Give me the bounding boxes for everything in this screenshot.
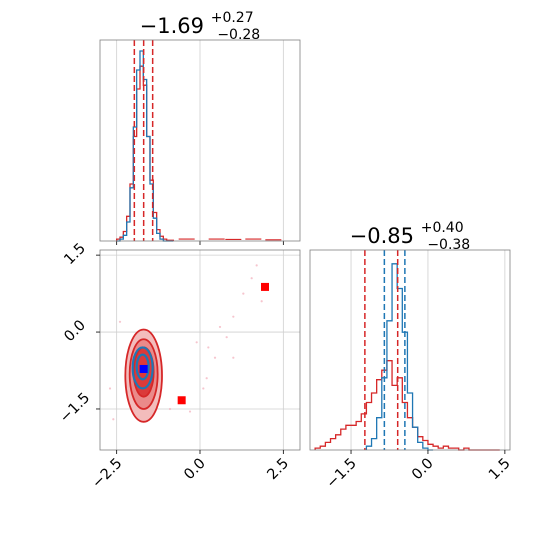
- param2-title: −0.85 +0.40 −0.38: [350, 213, 471, 253]
- param2-title-value: −0.85: [350, 224, 414, 248]
- joint-scatter-point: [205, 377, 208, 380]
- joint-scatter-point: [213, 356, 217, 359]
- joint-scatter-point: [232, 356, 235, 359]
- joint-red-marker: [177, 396, 186, 405]
- joint-2d-contours: [124, 328, 163, 423]
- joint-blue-contour-level-2: [131, 346, 154, 390]
- joint-scatter-point: [202, 387, 205, 390]
- param1-title-value: −1.69: [140, 14, 204, 38]
- joint-blue-contour-level-1: [135, 353, 150, 381]
- param1-title-lower: −0.28: [217, 27, 260, 43]
- joint-2d-scatter-points: [108, 264, 263, 421]
- joint-scatter-point: [207, 346, 210, 349]
- param2-marginal-frame: [309, 249, 511, 451]
- joint-scatter-point: [242, 292, 245, 295]
- param2-marginal-grid: [350, 250, 506, 450]
- param2-histogram-series-0: [314, 360, 500, 451]
- joint-2d-markers: [139, 282, 269, 405]
- joint-scatter-point: [108, 387, 112, 390]
- param2-quantile-lines: [364, 250, 406, 450]
- param1-marginal-panel: [99, 39, 301, 245]
- joint-scatter-point: [118, 320, 122, 323]
- param1-title: −1.69 +0.27 −0.28: [140, 3, 261, 43]
- joint-scatter-point: [225, 336, 228, 339]
- param1-marginal-frame: [99, 39, 301, 242]
- joint-scatter-point: [250, 277, 253, 280]
- joint-red-marker: [261, 282, 269, 291]
- param1-title-upper: +0.27: [211, 10, 254, 26]
- joint-scatter-point: [195, 341, 198, 344]
- joint-blue-marker: [139, 364, 148, 373]
- param1-quantile-lines: [116, 40, 284, 245]
- joint-scatter-point: [218, 325, 222, 329]
- param2-marginal-panel: −1.5 0.0 1.5: [309, 249, 514, 492]
- joint-scatter-point: [260, 300, 263, 303]
- param1-histogram-series-1: [116, 50, 174, 242]
- joint-scatter-point: [232, 315, 235, 318]
- joint-scatter-point: [112, 418, 115, 421]
- param1-marginal-grid: [116, 40, 284, 241]
- joint-scatter-point: [188, 410, 192, 413]
- joint-scatter-point: [168, 407, 172, 411]
- param2-title-upper: +0.40: [421, 220, 464, 236]
- joint-scatter-point: [255, 264, 258, 267]
- param2-title-lower: −0.38: [427, 237, 470, 253]
